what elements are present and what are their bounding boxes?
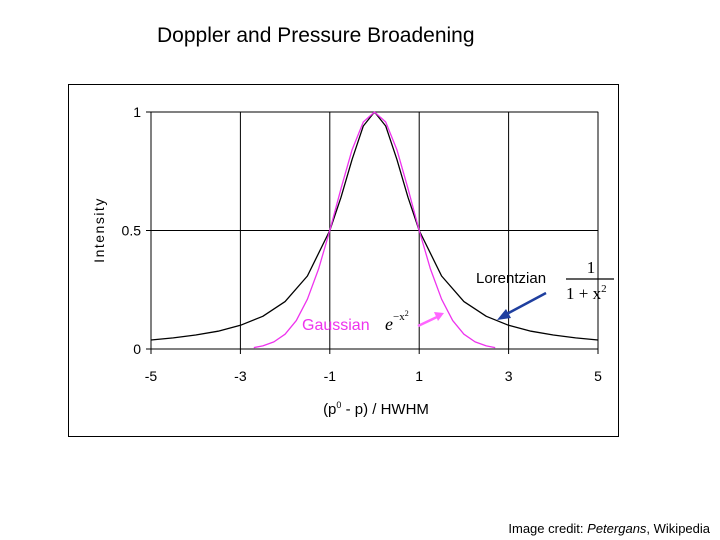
x-tick-label: -3 [234,368,247,384]
gaussian-formula-exp2: 2 [405,309,409,318]
x-tick-label: -1 [324,368,337,384]
gaussian-formula: e−x2 [385,309,409,334]
lorentzian-arrow-head [497,309,511,320]
y-tick-label: 0.5 [122,223,142,239]
axes: -5 -3 -1 1 3 5 0 0.5 1 [122,104,603,384]
x-tick-label: 3 [505,368,513,384]
gaussian-formula-exp: −x [393,311,405,323]
x-axis-label: (p0 - p) / HWHM [323,400,429,418]
y-axis-label: Intensity [91,197,107,263]
x-axis-label-rest: - p) / HWHM [341,401,429,418]
lorentzian-formula-den-exp: 2 [601,283,607,295]
x-tick-label: -5 [145,368,158,384]
lorentzian-label: Lorentzian [476,270,546,287]
lorentzian-formula-den-base: 1 + x [566,284,602,303]
lorentzian-formula-numerator: 1 [587,258,596,277]
slide-title: Doppler and Pressure Broadening [157,24,475,47]
x-axis-label-main: (p [323,401,336,418]
lorentzian-arrow [502,291,547,318]
y-tick-label: 0 [133,341,141,357]
x-tick-label: 1 [415,368,423,384]
gaussian-arrow [417,315,438,328]
gaussian-label: Gaussian [302,317,370,334]
lorentzian-formula-denominator: 1 + x2 [566,283,607,303]
gaussian-formula-base: e [385,314,393,334]
credit-suffix: , Wikipedia [646,521,710,536]
series-layer [150,111,599,349]
credit-author: Petergans [587,521,647,536]
x-axis-label-sup: 0 [336,400,341,410]
gaussian-arrow-head [434,312,444,321]
y-tick-label: 1 [133,104,141,120]
series-line-gaussian [253,111,496,349]
x-tick-label: 5 [594,368,602,384]
image-credit: Image credit: Petergans, Wikipedia [508,521,710,536]
credit-prefix: Image credit: [508,521,588,536]
